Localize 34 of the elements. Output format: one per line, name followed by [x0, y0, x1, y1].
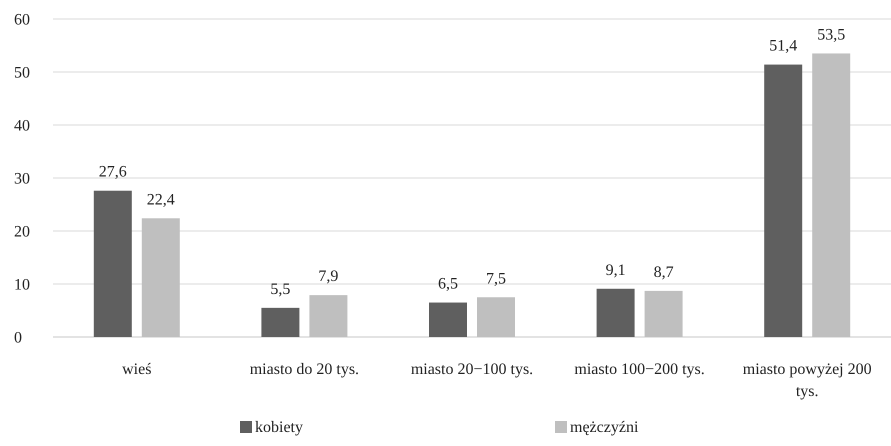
- legend-label: kobiety: [255, 419, 303, 436]
- bar: [94, 190, 132, 337]
- data-label: 9,1: [606, 262, 626, 279]
- data-label: 51,4: [769, 38, 798, 55]
- x-tick-label: miasto do 20 tys.: [250, 361, 360, 378]
- legend-label: mężczyźni: [570, 419, 639, 436]
- x-tick-label: miasto 100−200 tys.: [574, 361, 705, 378]
- data-label: 22,4: [146, 191, 175, 208]
- y-tick-label: 20: [14, 224, 30, 241]
- bar: [644, 290, 683, 337]
- data-label: 53,5: [817, 26, 846, 44]
- y-tick-label: 50: [14, 64, 30, 82]
- bar: [477, 297, 515, 337]
- bar: [142, 218, 180, 337]
- data-label: 7,5: [486, 270, 506, 288]
- data-label: 8,7: [654, 264, 674, 281]
- bar: [309, 295, 348, 337]
- x-tick-label: miasto powyżej 200 tys.: [742, 361, 872, 400]
- y-tick-label: 0: [14, 330, 22, 347]
- bar: [261, 308, 300, 337]
- bar: [812, 53, 850, 337]
- bar: [429, 302, 467, 337]
- y-tick-label: 10: [14, 276, 30, 294]
- y-tick-label: 60: [14, 12, 30, 29]
- bar: [764, 64, 802, 337]
- data-label: 6,5: [438, 276, 458, 293]
- data-label: 5,5: [270, 280, 290, 298]
- bar: [596, 288, 635, 337]
- x-tick-label: miasto 20−100 tys.: [410, 361, 534, 378]
- data-label: 7,9: [318, 268, 338, 286]
- data-label: 27,6: [98, 164, 127, 181]
- y-tick-label: 30: [14, 170, 30, 188]
- y-tick-label: 40: [14, 118, 30, 135]
- x-tick-label: wieś: [122, 361, 152, 378]
